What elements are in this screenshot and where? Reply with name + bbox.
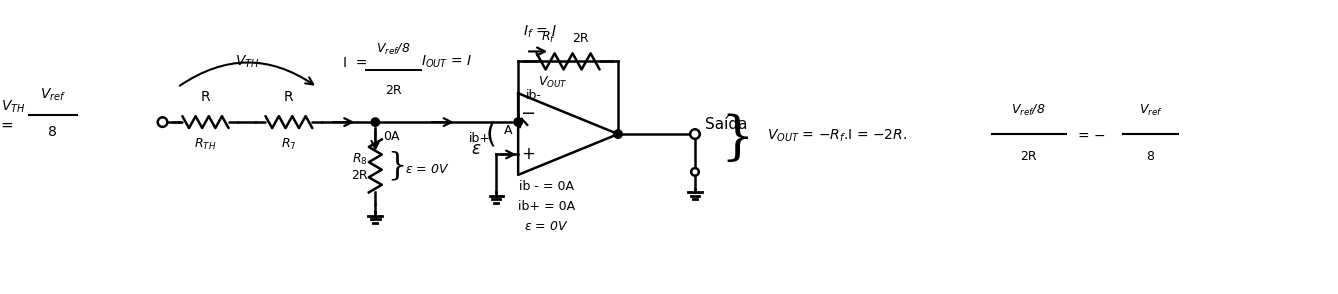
Circle shape: [614, 130, 622, 138]
Text: 2R: 2R: [385, 84, 401, 97]
Text: $I_{OUT}$ = I: $I_{OUT}$ = I: [421, 54, 472, 70]
Circle shape: [692, 168, 698, 176]
Text: $R_{TH}$: $R_{TH}$: [194, 137, 217, 152]
Text: +: +: [522, 146, 535, 163]
Text: $\varepsilon$ = 0V: $\varepsilon$ = 0V: [405, 163, 450, 176]
Text: $V_{OUT}$ = $-R_f$.I = $-2R$.: $V_{OUT}$ = $-R_f$.I = $-2R$.: [767, 128, 907, 144]
Text: $V_{ref}$: $V_{ref}$: [1139, 103, 1163, 118]
Text: A: A: [504, 123, 512, 137]
Text: R: R: [201, 90, 210, 104]
Text: 2R: 2R: [573, 32, 589, 46]
Text: $V_{OUT}$: $V_{OUT}$: [538, 75, 569, 90]
Text: $V_{TH}$: $V_{TH}$: [235, 54, 260, 70]
Text: 8: 8: [1147, 150, 1155, 163]
Text: $\varepsilon$ = 0V: $\varepsilon$ = 0V: [524, 220, 569, 233]
Text: $V_{ref}$: $V_{ref}$: [40, 87, 66, 103]
Text: $R_f$: $R_f$: [542, 30, 557, 46]
Text: 0A: 0A: [383, 130, 400, 143]
Circle shape: [371, 118, 380, 126]
Circle shape: [690, 129, 700, 139]
Text: $V_{ref}$/8: $V_{ref}$/8: [1012, 103, 1046, 118]
Text: 2R: 2R: [1021, 150, 1037, 163]
Circle shape: [158, 117, 167, 127]
Text: I  =: I =: [344, 56, 368, 70]
Text: $V_{ref}$/8: $V_{ref}$/8: [376, 42, 411, 57]
Text: =: =: [1, 118, 13, 133]
Circle shape: [514, 118, 522, 126]
Text: $I_f$ = I: $I_f$ = I: [523, 23, 557, 39]
Text: = $-$: = $-$: [1077, 129, 1105, 143]
Text: ib-: ib-: [526, 89, 542, 102]
Text: ib - = 0A: ib - = 0A: [519, 180, 574, 193]
Text: $R_7$: $R_7$: [281, 137, 297, 152]
Text: $R_8$: $R_8$: [352, 152, 368, 168]
Text: 2R: 2R: [351, 169, 368, 182]
Text: $\varepsilon$: $\varepsilon$: [471, 140, 482, 158]
Text: }: }: [720, 113, 753, 163]
Text: $V_{TH}$: $V_{TH}$: [1, 99, 25, 115]
Text: R: R: [284, 90, 294, 104]
Text: ib+ = 0A: ib+ = 0A: [518, 200, 575, 213]
Text: (: (: [486, 120, 496, 148]
Text: 8: 8: [48, 125, 58, 139]
Text: −: −: [520, 105, 535, 123]
Text: Saída: Saída: [705, 117, 748, 132]
Text: ib+: ib+: [470, 131, 491, 145]
Text: }: }: [387, 151, 407, 181]
